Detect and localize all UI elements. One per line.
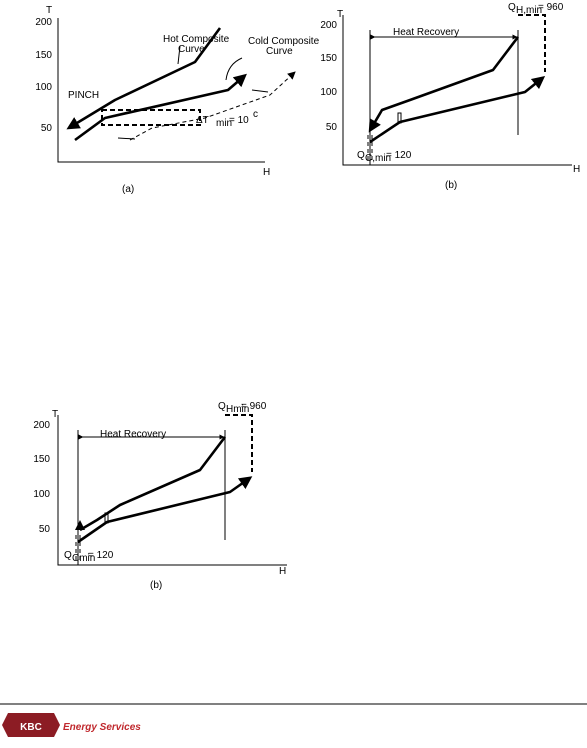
- figure-a: T H 200 150 100 50 Hot Composite Curve C…: [35, 5, 319, 195]
- axis-x-title: H: [279, 566, 286, 577]
- label: Heat Recovery: [100, 429, 166, 440]
- label: = 960: [538, 2, 564, 13]
- label: Q: [218, 401, 226, 412]
- label: Q: [357, 150, 365, 161]
- figure-b-copy: T H 200 150 100 50 Q Hmin = 960 Heat Rec…: [33, 401, 287, 591]
- logo-text: Energy Services: [63, 722, 141, 733]
- label: Q: [508, 2, 516, 13]
- axis-y-title: T: [46, 5, 52, 16]
- logo-mark: KBC: [20, 722, 42, 733]
- label: Hot Composite: [163, 34, 230, 45]
- y-tick-label: 200: [320, 20, 337, 31]
- label: ΔT: [196, 115, 209, 126]
- label: min: [216, 118, 232, 129]
- label: Curve: [266, 46, 293, 57]
- cold-curve: [74, 73, 247, 142]
- y-tick-label: 50: [326, 122, 338, 133]
- figure-b-copy-lines: [57, 414, 287, 566]
- flow-arrow: [251, 89, 269, 93]
- y-tick-label: 100: [35, 82, 52, 93]
- label: C,min: [365, 153, 391, 164]
- label: PINCH: [68, 90, 99, 101]
- label: = 960: [241, 401, 267, 412]
- axis-y-title: T: [52, 409, 58, 420]
- y-tick-label: 50: [39, 524, 51, 535]
- y-tick-label: 150: [35, 50, 52, 61]
- shifted-cold-curve: [129, 71, 296, 141]
- label: Q: [64, 550, 72, 561]
- y-tick-label: 100: [320, 87, 337, 98]
- y-tick-label: 50: [41, 123, 53, 134]
- axes: [57, 18, 265, 163]
- label: Hmin: [226, 404, 249, 415]
- y-tick-label: 200: [35, 17, 52, 28]
- y-tick-label: 200: [33, 420, 50, 431]
- figure-b-lines: [342, 14, 572, 166]
- axis-y-title: T: [337, 9, 343, 20]
- pointer: [177, 45, 181, 65]
- label: Cold Composite: [248, 36, 320, 47]
- figure-b: T H 200 150 100 50 Q H,min = 960 Heat Re…: [320, 2, 580, 191]
- figure-label: (b): [150, 580, 162, 591]
- y-tick-label: 150: [320, 53, 337, 64]
- label: = 120: [88, 550, 114, 561]
- label: c: [253, 109, 258, 120]
- flow-arrow: [117, 137, 136, 140]
- hot-curve: [66, 27, 222, 130]
- label: = 120: [386, 150, 412, 161]
- pinch-box: [101, 109, 201, 126]
- figure-label: (a): [122, 184, 134, 195]
- pointer: [225, 57, 243, 81]
- label: Cmin: [72, 553, 95, 564]
- axis-x-title: H: [573, 164, 580, 175]
- label: Heat Recovery: [393, 27, 459, 38]
- figure-label: (b): [445, 180, 457, 191]
- label: Curve: [178, 44, 205, 55]
- label: H,min: [516, 5, 542, 16]
- label: = 10: [229, 115, 249, 126]
- y-tick-label: 150: [33, 454, 50, 465]
- axis-x-title: H: [263, 167, 270, 178]
- y-tick-label: 100: [33, 489, 50, 500]
- logo-badge: [2, 713, 60, 737]
- footer: KBC Energy Services: [0, 703, 587, 737]
